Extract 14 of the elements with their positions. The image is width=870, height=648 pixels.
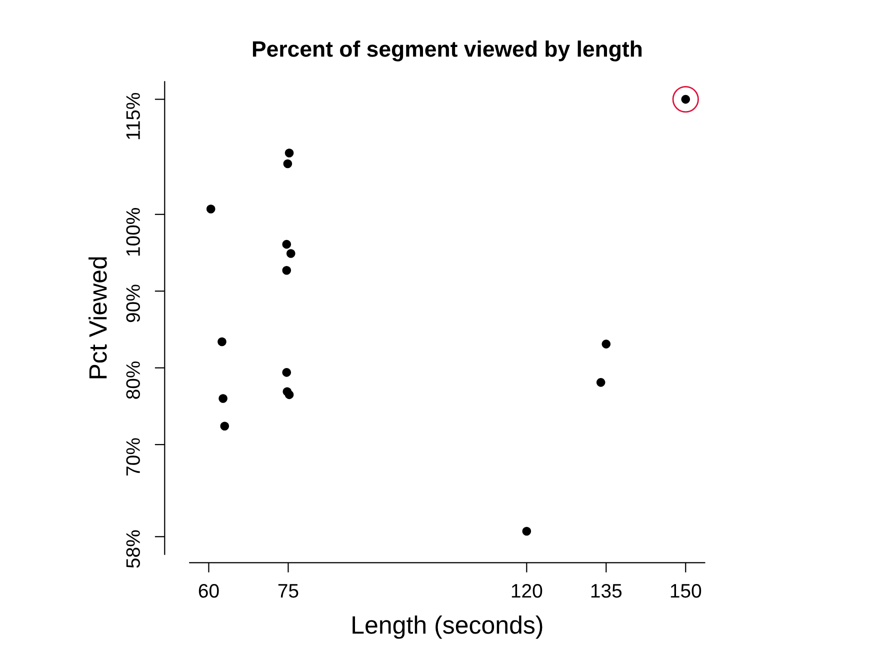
- y-tick-label: 100%: [126, 208, 140, 256]
- x-axis-title: Length (seconds): [352, 615, 542, 639]
- chart-title: Percent of segment viewed by length: [252, 40, 642, 62]
- x-tick-label: 120: [512, 584, 542, 598]
- x-tick-label: 150: [670, 584, 702, 598]
- y-tick-label: 80%: [126, 361, 140, 399]
- y-tick-label: 90%: [126, 284, 140, 322]
- x-tick-label: 75: [278, 584, 298, 598]
- y-tick-label: 58%: [126, 530, 140, 568]
- y-axis-title: Pct Viewed: [88, 257, 107, 378]
- x-tick-label: 135: [591, 584, 622, 598]
- x-tick-label: 60: [198, 584, 219, 598]
- y-tick-label: 115%: [126, 92, 140, 140]
- y-tick-label: 70%: [126, 438, 140, 476]
